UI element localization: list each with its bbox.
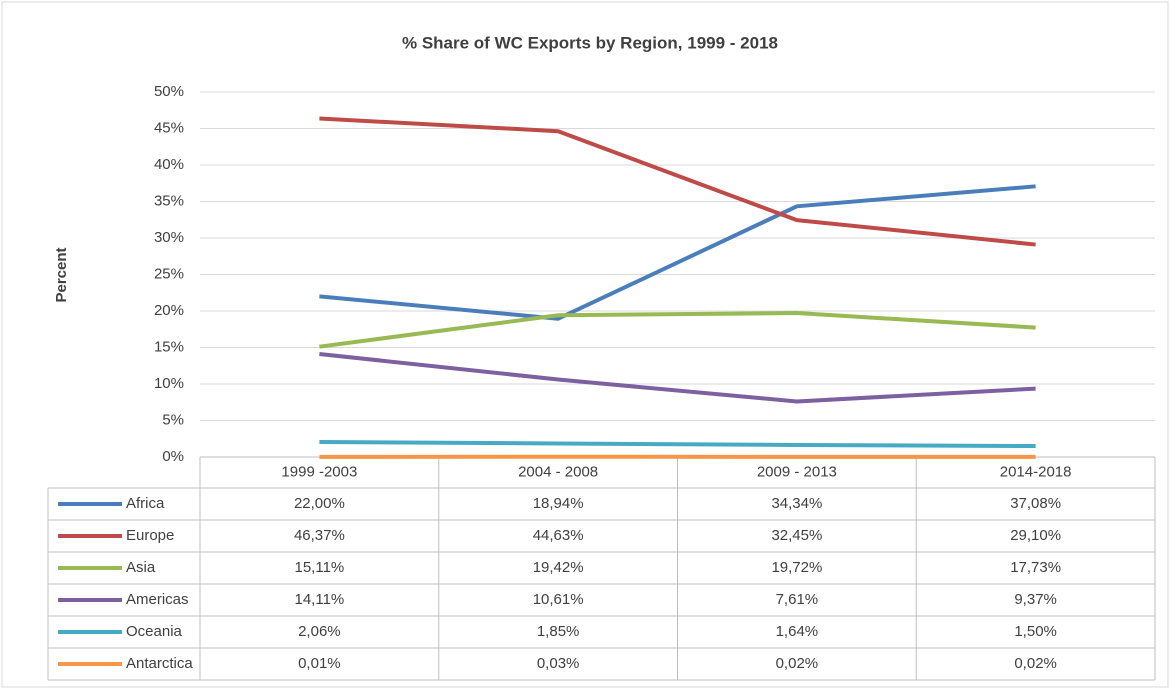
x-tick-label: 2004 - 2008: [518, 463, 598, 480]
table-cell: 0,01%: [298, 655, 341, 672]
series-line: [319, 184, 1036, 321]
table-cell: 19,72%: [771, 559, 822, 576]
table-cell: 44,63%: [533, 527, 584, 544]
y-tick-label: 20%: [154, 302, 184, 319]
table-cell: 19,42%: [533, 559, 584, 576]
table-cell: 0,03%: [537, 655, 580, 672]
legend-label: Antarctica: [126, 655, 193, 672]
table-cell: 29,10%: [1010, 527, 1061, 544]
table-cell: 15,11%: [294, 559, 344, 576]
y-tick-label: 45%: [154, 119, 184, 136]
y-tick-label: 15%: [154, 338, 184, 355]
table-cell: 34,34%: [771, 495, 822, 512]
table-cell: 37,08%: [1010, 495, 1061, 512]
y-tick-label: 5%: [162, 411, 184, 428]
legend-label: Africa: [126, 495, 165, 512]
table-cell: 1,50%: [1014, 623, 1057, 640]
table-cell: 18,94%: [533, 495, 584, 512]
x-tick-label: 1999 -2003: [281, 463, 357, 480]
legend-label: Europe: [126, 527, 174, 544]
legend-label: Oceania: [126, 623, 183, 640]
series-line: [319, 352, 1036, 404]
y-tick-label: 40%: [154, 156, 184, 173]
table-cell: 7,61%: [776, 591, 819, 608]
y-tick-label: 10%: [154, 375, 184, 392]
table-cell: 9,37%: [1014, 591, 1057, 608]
table-cell: 0,02%: [776, 655, 819, 672]
table-cell: 22,00%: [294, 495, 345, 512]
table-cell: 2,06%: [298, 623, 341, 640]
series-line: [319, 116, 1036, 247]
table-cell: 1,64%: [776, 623, 819, 640]
table-cell: 10,61%: [533, 591, 584, 608]
y-tick-label: 50%: [154, 83, 184, 100]
y-tick-label: 25%: [154, 265, 184, 282]
table-cell: 32,45%: [771, 527, 822, 544]
series-line: [319, 311, 1036, 349]
table-cell: 17,73%: [1010, 559, 1061, 576]
legend-label: Americas: [126, 591, 189, 608]
y-axis-label: Percent: [53, 247, 70, 302]
y-tick-label: 0%: [162, 448, 184, 465]
table-cell: 1,85%: [537, 623, 580, 640]
chart-title: % Share of WC Exports by Region, 1999 - …: [402, 33, 778, 52]
x-tick-label: 2009 - 2013: [757, 463, 837, 480]
table-cell: 14,11%: [294, 591, 344, 608]
x-tick-label: 2014-2018: [1000, 463, 1072, 480]
y-tick-label: 30%: [154, 229, 184, 246]
y-tick-label: 35%: [154, 192, 184, 209]
legend-label: Asia: [126, 559, 156, 576]
table-cell: 0,02%: [1014, 655, 1057, 672]
series-line: [319, 439, 1036, 449]
table-cell: 46,37%: [294, 527, 345, 544]
